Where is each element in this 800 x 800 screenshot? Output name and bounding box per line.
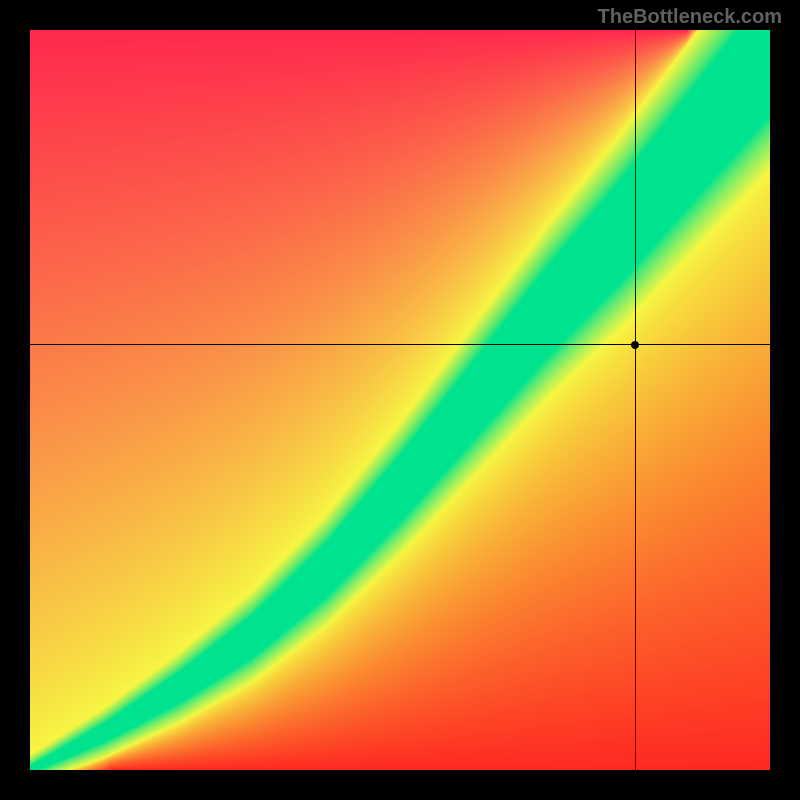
watermark-text: TheBottleneck.com <box>598 6 782 29</box>
crosshair-point <box>631 341 639 349</box>
heatmap-canvas <box>30 30 770 770</box>
chart-container: TheBottleneck.com <box>0 0 800 800</box>
crosshair-horizontal <box>30 344 770 345</box>
bottleneck-heatmap <box>30 30 770 770</box>
crosshair-vertical <box>635 30 636 770</box>
